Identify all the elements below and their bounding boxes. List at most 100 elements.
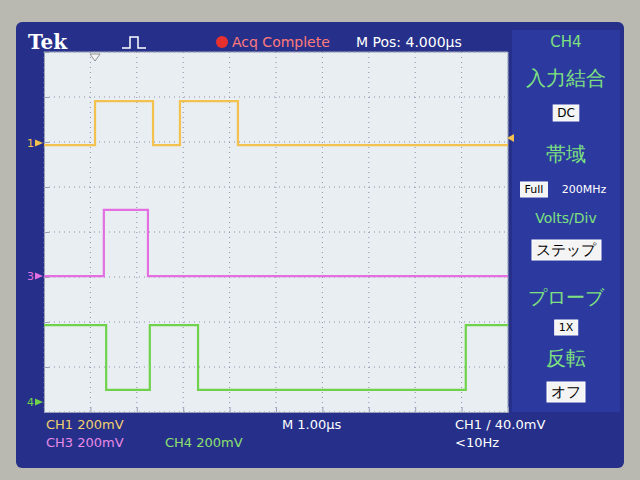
annotation: CH4 — [550, 33, 581, 51]
annotation: Full — [525, 183, 544, 196]
trace — [44, 325, 508, 390]
y-axis — [44, 53, 49, 413]
grid-line-y — [44, 367, 508, 368]
annotation: Tek — [28, 30, 68, 54]
axis-line — [45, 53, 50, 413]
acq-dot — [216, 36, 228, 48]
trigger-icon — [122, 37, 146, 48]
grid-line-y — [44, 97, 508, 98]
frame-top — [44, 52, 508, 53]
annotation: 帯域 — [546, 142, 586, 166]
annotation-group: CH4 — [550, 33, 581, 51]
tick — [322, 407, 323, 412]
trigger-level — [507, 134, 514, 142]
annotation-group: Full — [521, 182, 548, 197]
tick-mark — [44, 142, 49, 143]
trace — [44, 210, 508, 276]
tick-mark — [322, 407, 323, 412]
annotation: 反転 — [546, 346, 586, 370]
trigger-position — [90, 54, 100, 61]
ground-marker — [35, 399, 43, 406]
grid-line-y — [44, 142, 508, 143]
tick-mark — [183, 407, 184, 412]
annotation: CH1 / 40.0mV — [455, 417, 545, 432]
annotation: 1X — [559, 321, 574, 334]
tick — [137, 407, 138, 412]
annotation-box — [521, 182, 548, 197]
annotation: Volts/Div — [535, 210, 596, 226]
tick-mark — [44, 187, 49, 188]
annotation: CH4 200mV — [165, 435, 243, 450]
annotation: 200MHz — [562, 183, 607, 196]
annotation-box — [553, 105, 579, 121]
ground-marker — [35, 273, 43, 280]
annotation-group: Acq Complete — [232, 34, 330, 50]
traces — [44, 101, 508, 390]
grid-line-y — [44, 322, 508, 323]
annotation-group: 入力結合 — [526, 66, 606, 90]
scope-screen: 1 3 4 Tek Acq Complete M Pos: 4.000µs CH4 入力結合 D… — [0, 0, 640, 480]
frame-right — [508, 52, 509, 412]
grid-line-x — [90, 52, 91, 412]
channel-label: 4 — [27, 396, 34, 409]
tick-mark — [44, 367, 49, 368]
plot-area — [44, 52, 508, 412]
tick-mark — [462, 407, 463, 412]
tick — [369, 407, 370, 412]
annotation-group: Tek — [28, 30, 68, 54]
annotation-box — [547, 382, 585, 402]
tick — [44, 142, 49, 143]
annotation-group: M Pos: 4.000µs — [356, 34, 462, 50]
annotation: <10Hz — [455, 435, 499, 450]
annotation: プローブ — [528, 286, 605, 308]
annotation-group: オフ — [547, 382, 585, 402]
tick — [44, 97, 49, 98]
grid-line-y — [44, 232, 508, 233]
grid-line-x — [276, 52, 277, 412]
annotation: Acq Complete — [232, 34, 330, 50]
annotation-box — [532, 240, 601, 260]
annotation-group: CH1 / 40.0mV — [455, 417, 545, 432]
annotation-group: <10Hz — [455, 435, 499, 450]
annotation-group: 反転 — [546, 346, 586, 370]
grid — [44, 52, 508, 412]
annotation-group: プローブ — [528, 286, 605, 308]
annotation: ステップ — [536, 241, 597, 259]
annotation-group: 200MHz — [562, 183, 607, 196]
annotation-group: M 1.00µs — [282, 417, 342, 432]
annotations: Tek Acq Complete M Pos: 4.000µs CH4 入力結合 DC 帯域… — [28, 30, 606, 450]
annotation-group: CH4 200mV — [165, 435, 243, 450]
menu-panel — [512, 30, 620, 412]
annotation-group: CH3 200mV — [46, 435, 124, 450]
tick-mark — [230, 407, 231, 412]
tick-mark — [44, 412, 49, 413]
channel-label: 3 — [27, 270, 34, 283]
grid-line-x — [461, 52, 462, 412]
annotation-box — [555, 320, 578, 335]
tick — [462, 407, 463, 412]
tick — [44, 412, 49, 413]
tick — [44, 322, 49, 323]
grid-line-x — [508, 52, 509, 412]
annotation-group: DC — [553, 105, 579, 121]
grid-line-y — [44, 52, 508, 53]
tick-mark — [137, 407, 138, 412]
trace — [44, 101, 508, 145]
annotation-group: 帯域 — [546, 142, 586, 166]
bezel — [0, 0, 640, 480]
tick — [44, 367, 49, 368]
tick-mark — [44, 97, 49, 98]
grid-line-y — [44, 187, 508, 188]
screen — [16, 22, 624, 468]
channel-label: 1 — [27, 137, 34, 150]
annotation-group: CH1 200mV — [46, 417, 124, 432]
grid-line-x — [136, 52, 137, 412]
tick — [90, 407, 91, 412]
grid-line-x — [322, 52, 323, 412]
tick-mark — [276, 407, 277, 412]
tick — [230, 407, 231, 412]
annotation: オフ — [551, 383, 581, 401]
tick — [44, 232, 49, 233]
tick-mark — [90, 407, 91, 412]
annotation-group: 1X — [555, 320, 578, 335]
